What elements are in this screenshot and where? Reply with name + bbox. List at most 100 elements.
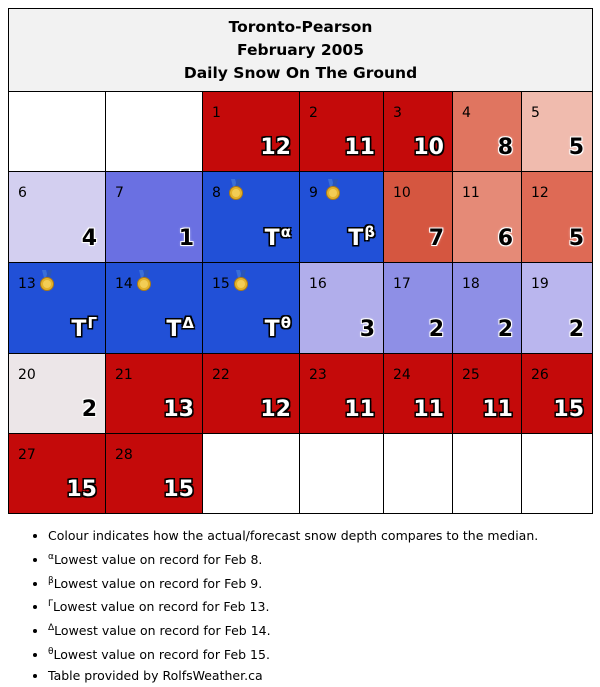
day-number: 1 xyxy=(212,105,221,121)
record-footnote-mark: β xyxy=(364,223,375,241)
station-title: Toronto-Pearson xyxy=(228,17,373,36)
day-cell-19: 19 2 xyxy=(520,262,594,354)
snow-depth-value: 13 xyxy=(163,397,194,422)
day-number: 14 xyxy=(115,276,133,292)
note-footnote-mark: Γ xyxy=(48,599,54,610)
snow-depth-text: 12 xyxy=(260,397,291,422)
snow-depth-text: T xyxy=(348,226,364,251)
day-number: 3 xyxy=(393,105,402,121)
snow-depth-text: T xyxy=(71,317,87,342)
snow-depth-value: 15 xyxy=(66,477,97,502)
day-cell-2: 2 11 xyxy=(299,91,384,172)
day-number: 24 xyxy=(393,367,411,383)
snow-depth-text: 11 xyxy=(482,397,513,422)
snow-depth-text: 11 xyxy=(344,397,375,422)
snow-depth-value: 5 xyxy=(569,135,584,160)
snow-depth-value: 2 xyxy=(82,397,97,422)
medal-icon xyxy=(228,179,244,201)
note-text: Lowest value on record for Feb 9. xyxy=(53,575,263,591)
calendar-header: Toronto-Pearson February 2005 Daily Snow… xyxy=(7,8,594,92)
note-text: Colour indicates how the actual/forecast… xyxy=(48,528,539,543)
snow-depth-value: TΓ xyxy=(71,314,97,342)
day-cell-11: 11 6 xyxy=(452,171,522,263)
snow-depth-value: 3 xyxy=(360,317,375,342)
note-text: Lowest value on record for Feb 13. xyxy=(53,599,270,615)
note-item: Table provided by RolfsWeather.ca xyxy=(48,666,592,687)
day-number: 12 xyxy=(531,185,549,201)
day-cell-20: 20 2 xyxy=(8,353,106,434)
day-cell-1: 1 12 xyxy=(202,91,300,172)
day-cell-12: 12 5 xyxy=(520,171,594,263)
day-cell-25: 25 11 xyxy=(452,353,522,434)
snow-depth-text: 12 xyxy=(260,135,291,160)
day-number: 28 xyxy=(115,447,133,463)
empty-cell xyxy=(299,433,384,514)
snow-depth-text: 5 xyxy=(568,135,585,160)
day-number: 11 xyxy=(462,185,480,201)
day-cell-21: 21 13 xyxy=(105,353,203,434)
snow-calendar: Toronto-Pearson February 2005 Daily Snow… xyxy=(7,8,594,687)
snow-depth-value: 10 xyxy=(413,135,444,160)
snow-depth-text: 5 xyxy=(568,226,585,251)
note-footnote-mark: β xyxy=(48,575,54,586)
day-number: 26 xyxy=(531,367,549,383)
empty-cell xyxy=(8,91,106,172)
note-footnote-mark: θ xyxy=(48,646,54,657)
calendar-body: 1 12 2 11 3 10 4 8 5 5 6 4 7 1 8 Tα 9 Tβ 10 7 11 6 12 5 13 TΓ 14 TΔ… xyxy=(8,91,594,514)
snow-depth-text: 15 xyxy=(163,477,194,502)
day-cell-23: 23 11 xyxy=(299,353,384,434)
snow-depth-value: 11 xyxy=(344,135,375,160)
snow-depth-text: 11 xyxy=(344,135,375,160)
empty-cell xyxy=(452,433,522,514)
day-number: 4 xyxy=(462,105,471,121)
calendar-table: Toronto-Pearson February 2005 Daily Snow… xyxy=(7,8,594,514)
day-number: 19 xyxy=(531,276,549,292)
snow-depth-value: 1 xyxy=(179,226,194,251)
day-cell-28: 28 15 xyxy=(105,433,203,514)
snow-depth-value: 12 xyxy=(260,397,291,422)
snow-depth-value: 11 xyxy=(413,397,444,422)
snow-depth-value: 11 xyxy=(482,397,513,422)
day-number: 9 xyxy=(309,185,318,201)
day-cell-17: 17 2 xyxy=(383,262,453,354)
medal-icon xyxy=(325,179,341,201)
snow-depth-text: 4 xyxy=(81,226,97,251)
snow-depth-value: 15 xyxy=(553,397,584,422)
snow-depth-text: 3 xyxy=(359,317,375,342)
snow-depth-value: 5 xyxy=(569,226,584,251)
snow-depth-text: T xyxy=(264,317,280,342)
day-number: 15 xyxy=(212,276,230,292)
month-title: February 2005 xyxy=(237,40,365,59)
day-number: 23 xyxy=(309,367,327,383)
day-number: 17 xyxy=(393,276,411,292)
day-number: 13 xyxy=(18,276,36,292)
snow-depth-text: T xyxy=(166,317,182,342)
snow-depth-value: Tα xyxy=(265,223,291,251)
snow-depth-text: 2 xyxy=(497,317,513,342)
week-row: 1 12 2 11 3 10 4 8 5 5 xyxy=(8,91,594,172)
snow-depth-value: 4 xyxy=(82,226,97,251)
note-footnote-mark: Δ xyxy=(48,623,55,634)
snow-depth-text: 15 xyxy=(553,397,585,422)
day-cell-26: 26 15 xyxy=(520,353,594,434)
snow-depth-value: 2 xyxy=(429,317,444,342)
week-row: 6 4 7 1 8 Tα 9 Tβ 10 7 11 6 12 5 xyxy=(8,171,594,263)
snow-depth-text: 11 xyxy=(413,397,444,422)
day-cell-16: 16 3 xyxy=(299,262,384,354)
note-text: Table provided by RolfsWeather.ca xyxy=(48,667,263,683)
day-number: 8 xyxy=(212,185,221,201)
day-number: 10 xyxy=(393,185,411,201)
snow-depth-value: 12 xyxy=(260,135,291,160)
medal-icon xyxy=(136,270,152,292)
day-cell-27: 27 15 xyxy=(8,433,106,514)
snow-depth-text: 8 xyxy=(497,135,513,160)
note-text: Lowest value on record for Feb 15. xyxy=(53,646,270,662)
day-number: 21 xyxy=(115,367,133,383)
day-cell-22: 22 12 xyxy=(202,353,300,434)
record-footnote-mark: Δ xyxy=(182,314,194,332)
snow-depth-text: 6 xyxy=(497,226,513,251)
note-text: Lowest value on record for Feb 14. xyxy=(54,623,271,639)
